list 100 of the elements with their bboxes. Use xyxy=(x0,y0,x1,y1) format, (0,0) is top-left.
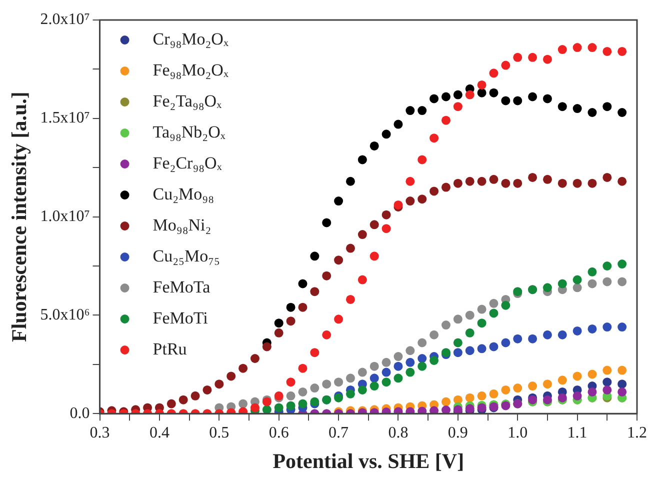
point xyxy=(542,380,552,389)
point xyxy=(394,374,403,383)
point xyxy=(477,304,486,314)
point xyxy=(558,45,567,54)
point xyxy=(572,178,582,188)
point xyxy=(618,108,627,117)
y-tick-label: 2.0x10⁷ xyxy=(40,11,90,28)
x-tick-label: 0.8 xyxy=(388,424,408,442)
point xyxy=(489,389,498,398)
point xyxy=(572,283,582,292)
legend-label: FeMoTa xyxy=(152,277,211,296)
point xyxy=(286,316,296,326)
point xyxy=(310,348,320,358)
point xyxy=(542,330,552,340)
point xyxy=(618,366,627,375)
point xyxy=(513,96,522,106)
point xyxy=(418,194,427,204)
point xyxy=(382,358,391,367)
point xyxy=(453,338,462,348)
point xyxy=(558,102,567,112)
point xyxy=(528,92,538,102)
point xyxy=(370,362,379,371)
point xyxy=(202,385,212,394)
point xyxy=(334,256,344,265)
point xyxy=(477,344,486,354)
point xyxy=(501,300,510,310)
point xyxy=(262,342,272,352)
point xyxy=(406,346,415,356)
point xyxy=(465,90,474,100)
point xyxy=(346,389,355,398)
point xyxy=(501,96,510,106)
point xyxy=(602,102,612,112)
point xyxy=(602,385,612,394)
point xyxy=(382,224,391,234)
x-tick-label: 0.9 xyxy=(448,424,468,442)
point xyxy=(346,294,355,304)
point xyxy=(274,403,284,412)
point xyxy=(602,172,612,182)
point xyxy=(286,401,296,410)
point xyxy=(588,43,597,52)
point xyxy=(441,182,450,192)
point xyxy=(310,287,320,296)
point xyxy=(226,372,236,381)
point xyxy=(406,358,415,367)
point xyxy=(190,391,200,400)
point xyxy=(489,174,498,184)
point xyxy=(618,322,627,332)
point xyxy=(618,260,627,269)
point xyxy=(542,283,552,292)
point xyxy=(477,391,486,400)
point xyxy=(477,318,486,328)
point xyxy=(602,322,612,332)
point xyxy=(346,244,355,253)
point xyxy=(602,366,612,375)
point xyxy=(542,54,552,64)
point xyxy=(406,176,415,186)
y-tick-label: 1.5x10⁷ xyxy=(40,110,90,127)
point xyxy=(453,102,462,112)
point xyxy=(178,395,188,404)
point xyxy=(501,385,510,394)
point xyxy=(382,210,391,220)
point xyxy=(489,342,498,352)
point xyxy=(558,330,567,340)
point xyxy=(298,364,308,373)
point xyxy=(489,308,498,318)
x-tick-label: 0.6 xyxy=(268,424,289,442)
point xyxy=(394,120,403,129)
point xyxy=(465,346,474,356)
point xyxy=(334,196,344,206)
point xyxy=(477,80,486,90)
point xyxy=(406,106,415,116)
point xyxy=(286,391,296,400)
point xyxy=(588,267,597,276)
point xyxy=(465,393,474,402)
point xyxy=(588,178,597,188)
point xyxy=(298,302,308,312)
point xyxy=(286,302,296,312)
point xyxy=(250,354,260,363)
point xyxy=(370,374,379,383)
point xyxy=(528,334,538,344)
point xyxy=(465,328,474,338)
point xyxy=(370,382,379,391)
point xyxy=(588,387,597,396)
point xyxy=(298,399,308,408)
point xyxy=(558,279,567,288)
point xyxy=(602,262,612,270)
point xyxy=(358,230,367,240)
point xyxy=(618,387,627,396)
point xyxy=(430,330,439,340)
point xyxy=(274,328,284,338)
x-tick-label: 1.0 xyxy=(508,424,528,442)
point xyxy=(441,406,450,414)
point xyxy=(489,298,498,308)
point xyxy=(322,271,332,280)
point xyxy=(262,405,272,414)
x-tick-label: 1.2 xyxy=(627,424,647,442)
point xyxy=(406,368,415,377)
point xyxy=(418,406,427,414)
point xyxy=(513,334,522,344)
point xyxy=(370,220,379,230)
